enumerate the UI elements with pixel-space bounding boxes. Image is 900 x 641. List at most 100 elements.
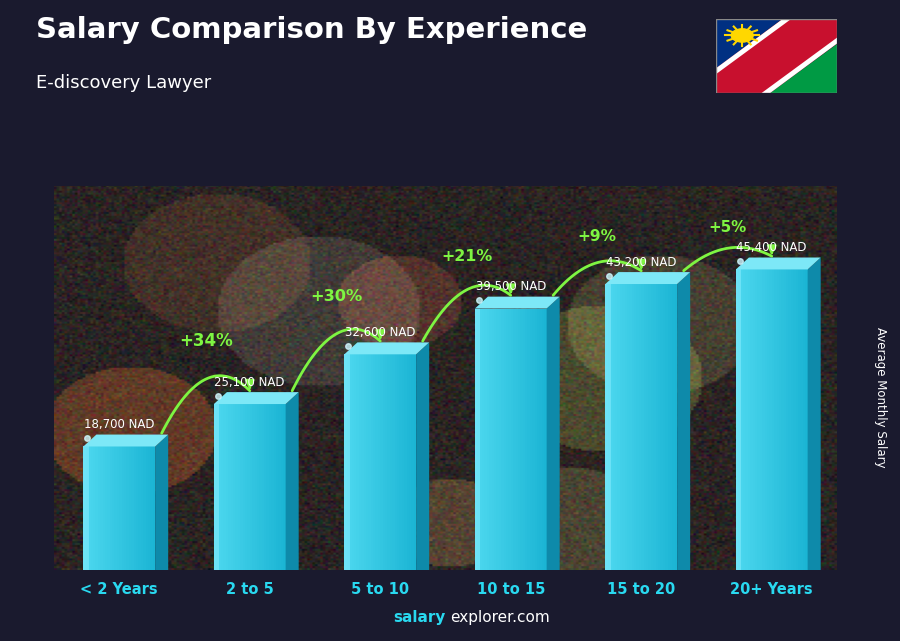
Polygon shape [523,308,525,570]
Polygon shape [414,354,416,570]
Polygon shape [276,404,278,570]
Polygon shape [356,354,359,570]
Circle shape [732,29,753,42]
Polygon shape [119,447,122,570]
Polygon shape [216,404,219,570]
Polygon shape [122,447,124,570]
Polygon shape [606,284,610,570]
Polygon shape [126,447,129,570]
Text: +30%: +30% [310,289,363,304]
Polygon shape [349,354,352,570]
Polygon shape [632,284,634,570]
Polygon shape [143,447,146,570]
Polygon shape [606,272,690,284]
Polygon shape [644,284,646,570]
Polygon shape [214,404,216,570]
Polygon shape [250,404,252,570]
Polygon shape [716,19,837,93]
Polygon shape [738,269,741,570]
Polygon shape [490,308,491,570]
Polygon shape [374,354,375,570]
Polygon shape [546,297,560,570]
Polygon shape [658,284,661,570]
Polygon shape [131,447,133,570]
Polygon shape [662,284,665,570]
Polygon shape [748,269,751,570]
Text: salary: salary [393,610,446,625]
Polygon shape [641,284,644,570]
Polygon shape [110,447,112,570]
Polygon shape [214,392,299,404]
Polygon shape [475,297,560,308]
Polygon shape [475,308,477,570]
Polygon shape [240,404,243,570]
Polygon shape [148,447,150,570]
Polygon shape [385,354,387,570]
Polygon shape [665,284,668,570]
Polygon shape [487,308,490,570]
Polygon shape [248,404,250,570]
Text: explorer.com: explorer.com [450,610,550,625]
Polygon shape [271,404,274,570]
Polygon shape [84,447,88,570]
Polygon shape [651,284,653,570]
Text: Salary Comparison By Experience: Salary Comparison By Experience [36,16,587,44]
Polygon shape [392,354,394,570]
Polygon shape [416,342,429,570]
Polygon shape [219,404,221,570]
Polygon shape [371,354,373,570]
Polygon shape [397,354,400,570]
Polygon shape [345,354,346,570]
Polygon shape [484,308,487,570]
Text: +34%: +34% [179,332,232,350]
Polygon shape [84,435,168,447]
Text: 18,700 NAD: 18,700 NAD [84,418,155,431]
Polygon shape [530,308,532,570]
Polygon shape [107,447,110,570]
Polygon shape [806,269,807,570]
Polygon shape [491,308,494,570]
Polygon shape [661,284,662,570]
Polygon shape [394,354,397,570]
Polygon shape [382,354,385,570]
Polygon shape [755,269,758,570]
Polygon shape [221,404,223,570]
Polygon shape [629,284,632,570]
Text: Average Monthly Salary: Average Monthly Salary [874,327,886,468]
Polygon shape [527,308,530,570]
Polygon shape [653,284,655,570]
Polygon shape [636,284,639,570]
Polygon shape [93,447,95,570]
Polygon shape [677,272,690,570]
Polygon shape [752,269,755,570]
Polygon shape [262,404,264,570]
Polygon shape [400,354,401,570]
Polygon shape [767,269,770,570]
Polygon shape [800,269,803,570]
Polygon shape [146,447,148,570]
Polygon shape [86,447,88,570]
Polygon shape [760,269,762,570]
Polygon shape [761,38,837,93]
Polygon shape [95,447,98,570]
Polygon shape [807,258,821,570]
Polygon shape [634,284,636,570]
Polygon shape [366,354,368,570]
Polygon shape [788,269,791,570]
Polygon shape [477,308,480,570]
Polygon shape [520,308,523,570]
Polygon shape [98,447,100,570]
Polygon shape [139,447,140,570]
Polygon shape [404,354,407,570]
Polygon shape [387,354,390,570]
Polygon shape [525,308,527,570]
Polygon shape [544,308,546,570]
Polygon shape [518,308,520,570]
Polygon shape [266,404,269,570]
Polygon shape [409,354,411,570]
Polygon shape [274,404,276,570]
Text: E-discovery Lawyer: E-discovery Lawyer [36,74,211,92]
Polygon shape [494,308,497,570]
Polygon shape [256,404,259,570]
Polygon shape [264,404,266,570]
